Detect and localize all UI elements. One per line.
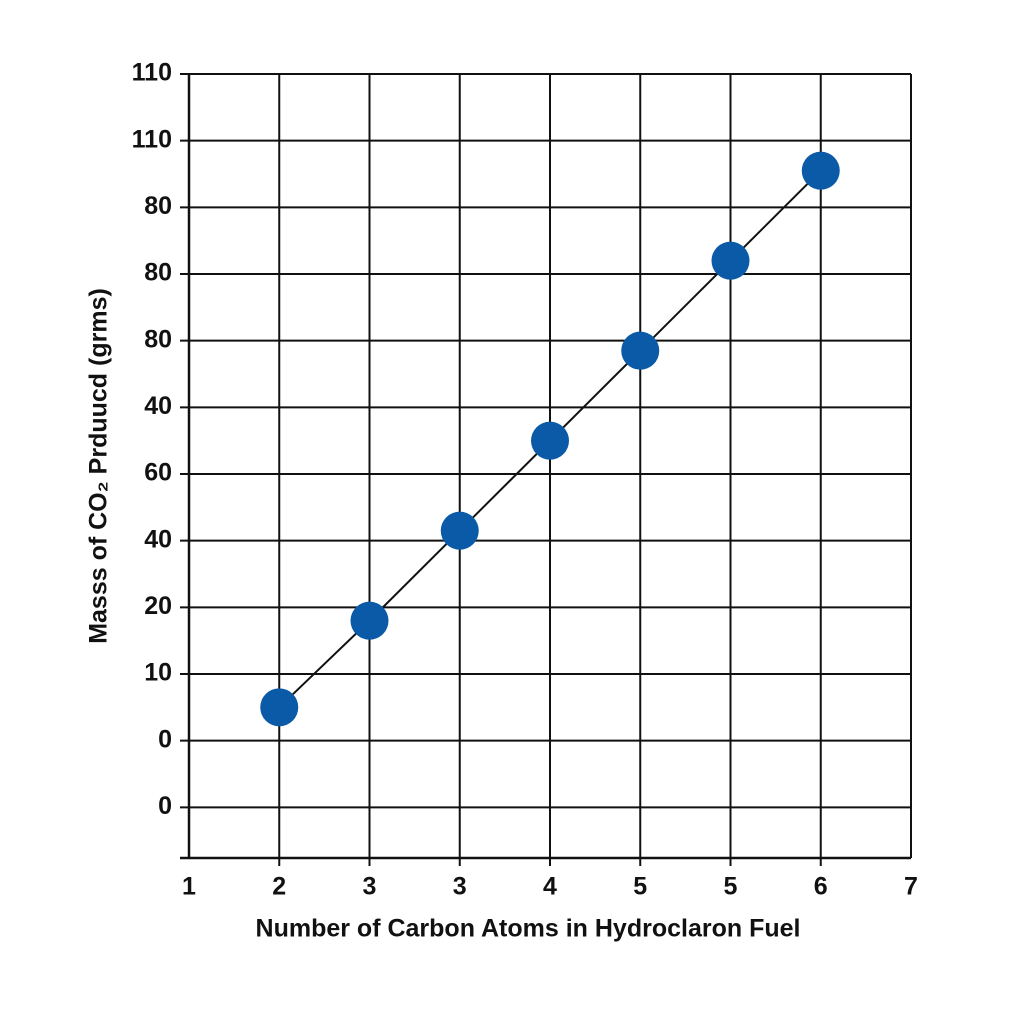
- y-tick-label: 110: [132, 125, 172, 153]
- x-tick-label: 7: [904, 873, 918, 901]
- x-tick-label: 6: [814, 873, 828, 901]
- y-tick-label: 40: [144, 392, 172, 420]
- x-tick-label: 1: [182, 873, 196, 901]
- data-point: [260, 688, 299, 727]
- x-tick-label: 5: [633, 873, 647, 901]
- y-tick-label: 0: [158, 725, 172, 753]
- data-point: [531, 421, 569, 460]
- x-tick-label: 2: [272, 873, 286, 901]
- y-axis-title: Masss of CO₂ Prduucd (grms): [85, 288, 113, 644]
- data-point: [711, 241, 750, 280]
- y-tick-label: 80: [144, 325, 172, 353]
- y-tick-label: 10: [144, 659, 172, 687]
- y-tick-label: 20: [144, 592, 172, 620]
- x-tick-label: 3: [453, 873, 467, 901]
- y-tick-label: 0: [158, 792, 172, 820]
- data-point: [350, 601, 389, 640]
- x-tick-label: 5: [724, 873, 738, 901]
- y-tick-label: 110: [132, 59, 172, 87]
- data-point: [801, 151, 840, 190]
- y-tick-label: 40: [144, 525, 172, 553]
- y-tick-label: 80: [144, 192, 172, 220]
- x-tick-label: 3: [363, 873, 377, 901]
- y-tick-label: 60: [144, 459, 172, 487]
- data-point: [621, 331, 660, 370]
- x-axis-title: Number of Carbon Atoms in Hydroclaron Fu…: [256, 915, 801, 943]
- y-tick-label: 80: [144, 259, 172, 287]
- data-point: [440, 511, 479, 550]
- x-tick-label: 4: [543, 873, 557, 901]
